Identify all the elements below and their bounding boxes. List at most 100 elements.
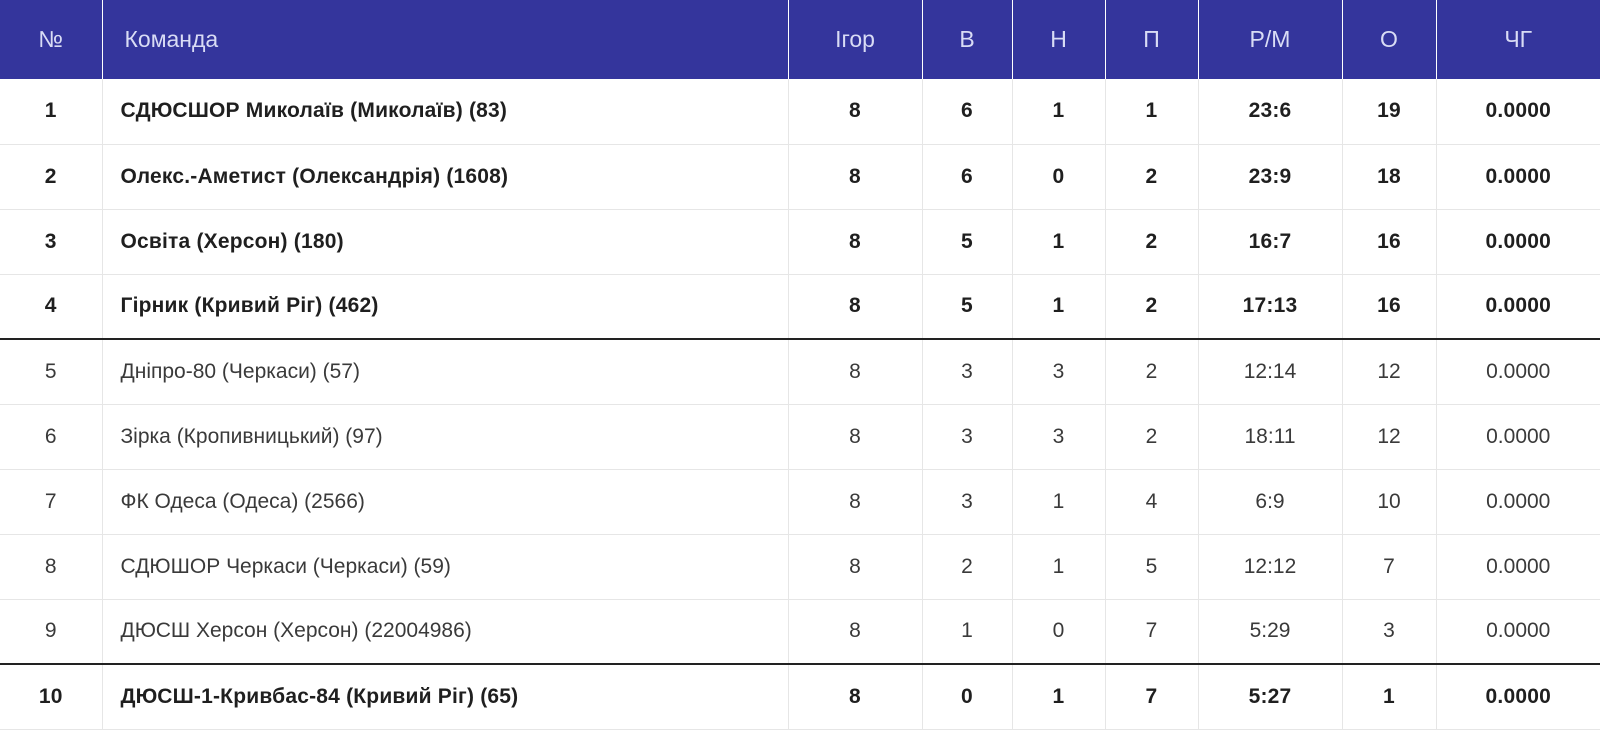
cell-position: 6 xyxy=(0,404,103,470)
table-row: 9 ДЮСШ Херсон (Херсон) (22004986) 8 1 0 … xyxy=(0,599,1600,665)
cell-games: 8 xyxy=(788,339,923,405)
cell-points: 1 xyxy=(1342,664,1437,730)
cell-goals: 5:29 xyxy=(1198,599,1343,665)
cell-team: Олекс.-Аметист (Олександрія) (1608) xyxy=(102,144,789,210)
cell-games: 8 xyxy=(788,404,923,470)
cell-losses: 2 xyxy=(1105,339,1199,405)
cell-games: 8 xyxy=(788,79,923,145)
table-row: 4 Гірник (Кривий Ріг) (462) 8 5 1 2 17:1… xyxy=(0,274,1600,340)
cell-position: 7 xyxy=(0,469,103,535)
table-row: 6 Зірка (Кропивницький) (97) 8 3 3 2 18:… xyxy=(0,404,1600,470)
cell-goals: 16:7 xyxy=(1198,209,1343,275)
cell-goals: 23:6 xyxy=(1198,79,1343,145)
cell-losses: 2 xyxy=(1105,274,1199,340)
cell-wins: 0 xyxy=(922,664,1013,730)
cell-points: 12 xyxy=(1342,339,1437,405)
cell-wins: 5 xyxy=(922,209,1013,275)
cell-points: 16 xyxy=(1342,209,1437,275)
header-games[interactable]: Ігор xyxy=(788,0,923,79)
cell-wins: 3 xyxy=(922,339,1013,405)
cell-games: 8 xyxy=(788,469,923,535)
cell-draws: 3 xyxy=(1012,339,1106,405)
cell-points: 12 xyxy=(1342,404,1437,470)
cell-draws: 1 xyxy=(1012,664,1106,730)
cell-goals: 5:27 xyxy=(1198,664,1343,730)
cell-goals: 12:12 xyxy=(1198,534,1343,600)
cell-team: Освіта (Херсон) (180) xyxy=(102,209,789,275)
cell-position: 10 xyxy=(0,664,103,730)
cell-losses: 5 xyxy=(1105,534,1199,600)
cell-team: Дніпро-80 (Черкаси) (57) xyxy=(102,339,789,405)
header-draws[interactable]: Н xyxy=(1012,0,1106,79)
cell-games: 8 xyxy=(788,599,923,665)
table-row: 2 Олекс.-Аметист (Олександрія) (1608) 8 … xyxy=(0,144,1600,210)
cell-games: 8 xyxy=(788,209,923,275)
table-row: 8 СДЮШОР Черкаси (Черкаси) (59) 8 2 1 5 … xyxy=(0,534,1600,600)
cell-losses: 7 xyxy=(1105,664,1199,730)
cell-games: 8 xyxy=(788,534,923,600)
cell-wins: 1 xyxy=(922,599,1013,665)
cell-points: 10 xyxy=(1342,469,1437,535)
cell-goals: 17:13 xyxy=(1198,274,1343,340)
cell-team: Гірник (Кривий Ріг) (462) xyxy=(102,274,789,340)
cell-ch: 0.0000 xyxy=(1436,144,1600,210)
cell-draws: 1 xyxy=(1012,274,1106,340)
cell-points: 3 xyxy=(1342,599,1437,665)
cell-ch: 0.0000 xyxy=(1436,469,1600,535)
cell-ch: 0.0000 xyxy=(1436,664,1600,730)
cell-wins: 2 xyxy=(922,534,1013,600)
cell-draws: 1 xyxy=(1012,79,1106,145)
cell-draws: 0 xyxy=(1012,599,1106,665)
cell-wins: 6 xyxy=(922,144,1013,210)
cell-losses: 2 xyxy=(1105,209,1199,275)
table-row: 1 СДЮСШОР Миколаїв (Миколаїв) (83) 8 6 1… xyxy=(0,79,1600,145)
cell-losses: 7 xyxy=(1105,599,1199,665)
cell-games: 8 xyxy=(788,664,923,730)
header-points[interactable]: О xyxy=(1342,0,1437,79)
cell-goals: 23:9 xyxy=(1198,144,1343,210)
header-wins[interactable]: В xyxy=(922,0,1013,79)
cell-position: 9 xyxy=(0,599,103,665)
header-ch[interactable]: ЧГ xyxy=(1504,26,1533,52)
cell-position: 1 xyxy=(0,79,103,145)
cell-ch: 0.0000 xyxy=(1436,79,1600,145)
cell-losses: 4 xyxy=(1105,469,1199,535)
header-team[interactable]: Команда xyxy=(102,0,789,79)
table-row: 3 Освіта (Херсон) (180) 8 5 1 2 16:7 16 … xyxy=(0,209,1600,275)
header-losses[interactable]: П xyxy=(1105,0,1199,79)
cell-losses: 2 xyxy=(1105,144,1199,210)
cell-ch: 0.0000 xyxy=(1436,534,1600,600)
table-row: 7 ФК Одеса (Одеса) (2566) 8 3 1 4 6:9 10… xyxy=(0,469,1600,535)
cell-wins: 3 xyxy=(922,404,1013,470)
cell-ch: 0.0000 xyxy=(1436,339,1600,405)
cell-wins: 3 xyxy=(922,469,1013,535)
cell-team: ФК Одеса (Одеса) (2566) xyxy=(102,469,789,535)
cell-ch: 0.0000 xyxy=(1436,274,1600,340)
table-body: 1 СДЮСШОР Миколаїв (Миколаїв) (83) 8 6 1… xyxy=(0,79,1600,730)
cell-team: ДЮСШ Херсон (Херсон) (22004986) xyxy=(102,599,789,665)
cell-wins: 6 xyxy=(922,79,1013,145)
cell-wins: 5 xyxy=(922,274,1013,340)
cell-points: 7 xyxy=(1342,534,1437,600)
cell-ch: 0.0000 xyxy=(1436,404,1600,470)
cell-draws: 0 xyxy=(1012,144,1106,210)
cell-team: СДЮШОР Черкаси (Черкаси) (59) xyxy=(102,534,789,600)
cell-draws: 3 xyxy=(1012,404,1106,470)
cell-position: 3 xyxy=(0,209,103,275)
header-row: № Команда Ігор В Н П Р/М О ЧГ xyxy=(0,0,1600,79)
table-header: № Команда Ігор В Н П Р/М О ЧГ xyxy=(0,0,1600,79)
cell-goals: 6:9 xyxy=(1198,469,1343,535)
cell-ch: 0.0000 xyxy=(1436,209,1600,275)
cell-team: СДЮСШОР Миколаїв (Миколаїв) (83) xyxy=(102,79,789,145)
header-position[interactable]: № xyxy=(0,0,103,79)
cell-games: 8 xyxy=(788,144,923,210)
cell-points: 18 xyxy=(1342,144,1437,210)
cell-position: 8 xyxy=(0,534,103,600)
cell-goals: 12:14 xyxy=(1198,339,1343,405)
cell-points: 19 xyxy=(1342,79,1437,145)
header-goals[interactable]: Р/М xyxy=(1198,0,1343,79)
cell-team: Зірка (Кропивницький) (97) xyxy=(102,404,789,470)
cell-points: 16 xyxy=(1342,274,1437,340)
cell-position: 4 xyxy=(0,274,103,340)
